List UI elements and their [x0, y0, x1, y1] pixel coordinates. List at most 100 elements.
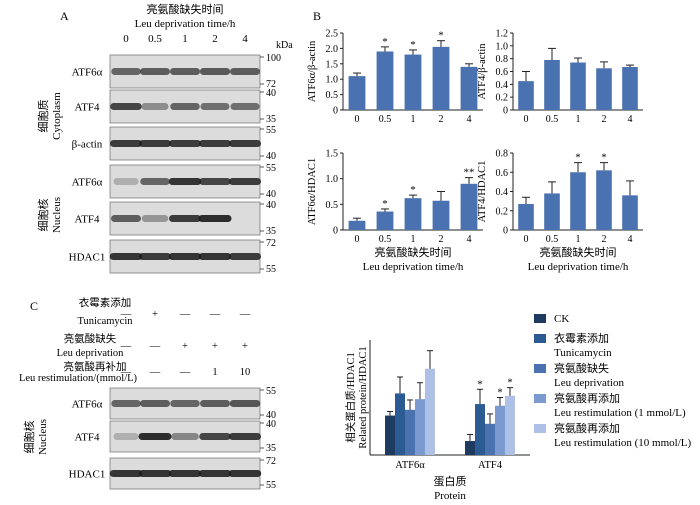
chart-atf4-actin-ytick-label-1: 0.2 — [496, 93, 509, 104]
panel-a-blot-band-2-0 — [110, 140, 142, 147]
chart-atf4-actin-bar-3 — [596, 68, 612, 110]
panel-a-header-en: Leu deprivation time/h — [135, 18, 236, 30]
panel-a-cytoplasm-cn: 细胞质 — [37, 100, 50, 133]
chart-atf4-hdac1-xtick-label-2: 1 — [576, 234, 581, 245]
chart-atf6-hdac1-xtick-label-3: 2 — [439, 234, 444, 245]
chart-atf4-hdac1-xtick-label-4: 4 — [628, 234, 633, 245]
chart-atf4-hdac1-ytick-label-0: 0 — [503, 226, 508, 237]
panel-a-blot-label-1: ATF4 — [74, 102, 100, 114]
chart-atf4-actin-xtick-label-3: 2 — [602, 114, 607, 125]
legend-swatch-1 — [534, 334, 546, 343]
panel-a-blot-band-4-3 — [198, 215, 232, 222]
restim-row-4: 10 — [240, 367, 251, 378]
timepoint-1: 0.5 — [148, 33, 162, 45]
chart-atf4-actin-ytick-label-2: 0.4 — [496, 80, 509, 91]
chart-protein-hdac1-bar-1-3 — [495, 405, 505, 455]
chart-atf4-actin-bar-0 — [518, 81, 534, 110]
chart-atf6-hdac1-xtick-label-1: 0.5 — [379, 234, 392, 245]
legend-label-cn-3: 亮氨酸再添加 — [554, 391, 620, 405]
panel-a-blot-band-2-3 — [199, 140, 231, 147]
panel-c-blot-band-0-0 — [111, 400, 141, 407]
panel-c-blot-band-1-3 — [199, 433, 231, 440]
chart-protein-hdac1-bar-0-0 — [385, 415, 395, 455]
chart-protein-hdac1-sig-1-1: * — [477, 378, 483, 390]
panel-c-blot-band-0-2 — [170, 400, 200, 407]
chart-protein-hdac1-ylabel-en: Related protein/HDAC1 — [358, 346, 369, 448]
restim-row-3: 1 — [212, 367, 217, 378]
panel-a-header-cn: 亮氨酸缺失时间 — [147, 2, 224, 16]
panel-c-blot-marker-bottom-1: 35 — [266, 443, 276, 454]
panel-a-blot-marker-top-0: 100 — [266, 53, 281, 64]
chart-atf6-actin-sig-1: * — [382, 36, 388, 48]
chart-atf6-hdac1-bar-0 — [348, 220, 366, 230]
chart-atf6-actin-sig-3: * — [438, 30, 444, 42]
panel-c-tunicamycin-en: Tunicamycin — [77, 316, 133, 327]
chart-atf4-hdac1-ytick-label-4: 0.8 — [496, 149, 509, 160]
chart-atf4-hdac1-xlabel-en: Leu deprivation time/h — [528, 261, 629, 273]
chart-atf6-actin-ytick-label-0: 0 — [333, 106, 338, 117]
panel-c-blot-band-1-0 — [113, 433, 139, 440]
panel-c-blots: ATF6α 55 40 ATF4 40 35 HDAC1 72 55 — [69, 386, 276, 491]
panel-c-blot-marker-bottom-0: 40 — [266, 410, 276, 421]
panel-a-blot-band-3-1 — [140, 178, 170, 185]
restim-row-2: — — [179, 367, 191, 378]
chart-atf6-actin-bar-4 — [460, 66, 478, 110]
chart-atf4-actin-xtick-label-2: 1 — [576, 114, 581, 125]
panel-c-blot-box-1 — [109, 420, 261, 453]
chart-atf4-hdac1-bar-0 — [518, 204, 534, 230]
chart-atf6-actin-ytick-label-4: 2.0 — [326, 44, 339, 55]
chart-atf6-actin-xtick-label-4: 4 — [467, 114, 472, 125]
panel-c-chart: ATF6α * * * ATF4 蛋白质 Protein 相关蛋白质/HDAC1 Related… — [344, 340, 530, 502]
panel-a-nucleus-en: Nucleus — [51, 197, 63, 233]
panel-a-blot-marker-top-2: 55 — [266, 125, 276, 136]
chart-atf4-hdac1-ytick-label-3: 0.6 — [496, 168, 509, 179]
chart-atf4-actin-ytick-label-4: 0.8 — [496, 54, 509, 65]
panel-a-blot-marker-top-1: 40 — [266, 88, 276, 99]
chart-atf4-hdac1-bar-1 — [544, 193, 560, 230]
panel-a-blot-band-1-1 — [141, 103, 169, 110]
chart-atf6-hdac1-xtick-label-0: 0 — [355, 234, 360, 245]
panel-c-blot-band-0-4 — [229, 400, 261, 407]
panel-a-blot-band-3-2 — [168, 178, 202, 185]
chart-protein-hdac1-sig-1-3: * — [497, 387, 503, 399]
chart-atf6-hdac1-bar-1 — [376, 211, 394, 230]
panel-a-blot-marker-top-4: 40 — [266, 200, 276, 211]
panel-c-blot-marker-top-2: 72 — [266, 456, 276, 467]
chart-atf4-hdac1-xtick-label-0: 0 — [524, 234, 529, 245]
panel-c-blot-band-2-4 — [228, 470, 262, 477]
panel-c-nucleus-en: Nucleus — [37, 419, 49, 455]
chart-atf4-actin-ylabel: ATF4/β-actin — [477, 43, 488, 100]
panel-c-blot-band-1-1 — [138, 433, 172, 440]
panel-a-blot-band-4-2 — [169, 215, 201, 222]
panel-c-blot-band-0-3 — [200, 400, 230, 407]
panel-c-blot-band-2-1 — [138, 470, 172, 477]
panel-c-blot-band-0-1 — [140, 400, 170, 407]
chart-atf4-actin-ytick-label-5: 1.0 — [496, 41, 509, 52]
chart-atf6-actin-ylabel: ATF6α/β-actin — [307, 40, 318, 102]
chart-atf4-hdac1-sig-3: * — [601, 152, 607, 164]
panel-a-blot-marker-bottom-3: 40 — [266, 189, 276, 200]
legend-swatch-0 — [534, 314, 546, 323]
panel-a-cytoplasm-en: Cytoplasm — [51, 92, 63, 140]
panel-a-blot-band-2-2 — [169, 140, 201, 147]
chart-atf6-actin-xtick-label-0: 0 — [355, 114, 360, 125]
legend-label-en-2: Leu deprivation — [554, 377, 624, 389]
panel-c-restim-cn: 亮氨酸再补加 — [64, 360, 127, 373]
panel-a-blot-band-0-4 — [230, 68, 260, 75]
panel-a-blot-marker-bottom-5: 55 — [266, 264, 276, 275]
chart-atf4-hdac1-xtick-label-1: 0.5 — [546, 234, 559, 245]
chart-atf4-actin-bar-2 — [570, 62, 586, 110]
chart-atf4-hdac1-sig-2: * — [575, 152, 581, 164]
chart-atf4-actin-xtick-label-4: 4 — [628, 114, 633, 125]
chart-atf6-hdac1-ytick-label-1: 0.5 — [326, 200, 339, 211]
panel-c-condition-rows: — + — — — — — + + + — — — 1 10 — [120, 309, 251, 378]
chart-atf6-hdac1-ylabel: ATF6α/HDAC1 — [307, 158, 318, 225]
tunicamycin-row-0: — — [120, 309, 132, 320]
panel-a-kda-label: kDa — [276, 40, 293, 51]
chart-atf6-actin-ytick-label-2: 1.0 — [326, 75, 339, 86]
chart-atf6-actin-sig-2: * — [410, 39, 416, 51]
panel-a-blot-label-0: ATF6α — [72, 67, 103, 79]
legend-label-en-1: Tunicamycin — [554, 347, 612, 359]
panel-a-blot-band-5-0 — [109, 253, 143, 260]
legend-swatch-4 — [534, 424, 546, 433]
